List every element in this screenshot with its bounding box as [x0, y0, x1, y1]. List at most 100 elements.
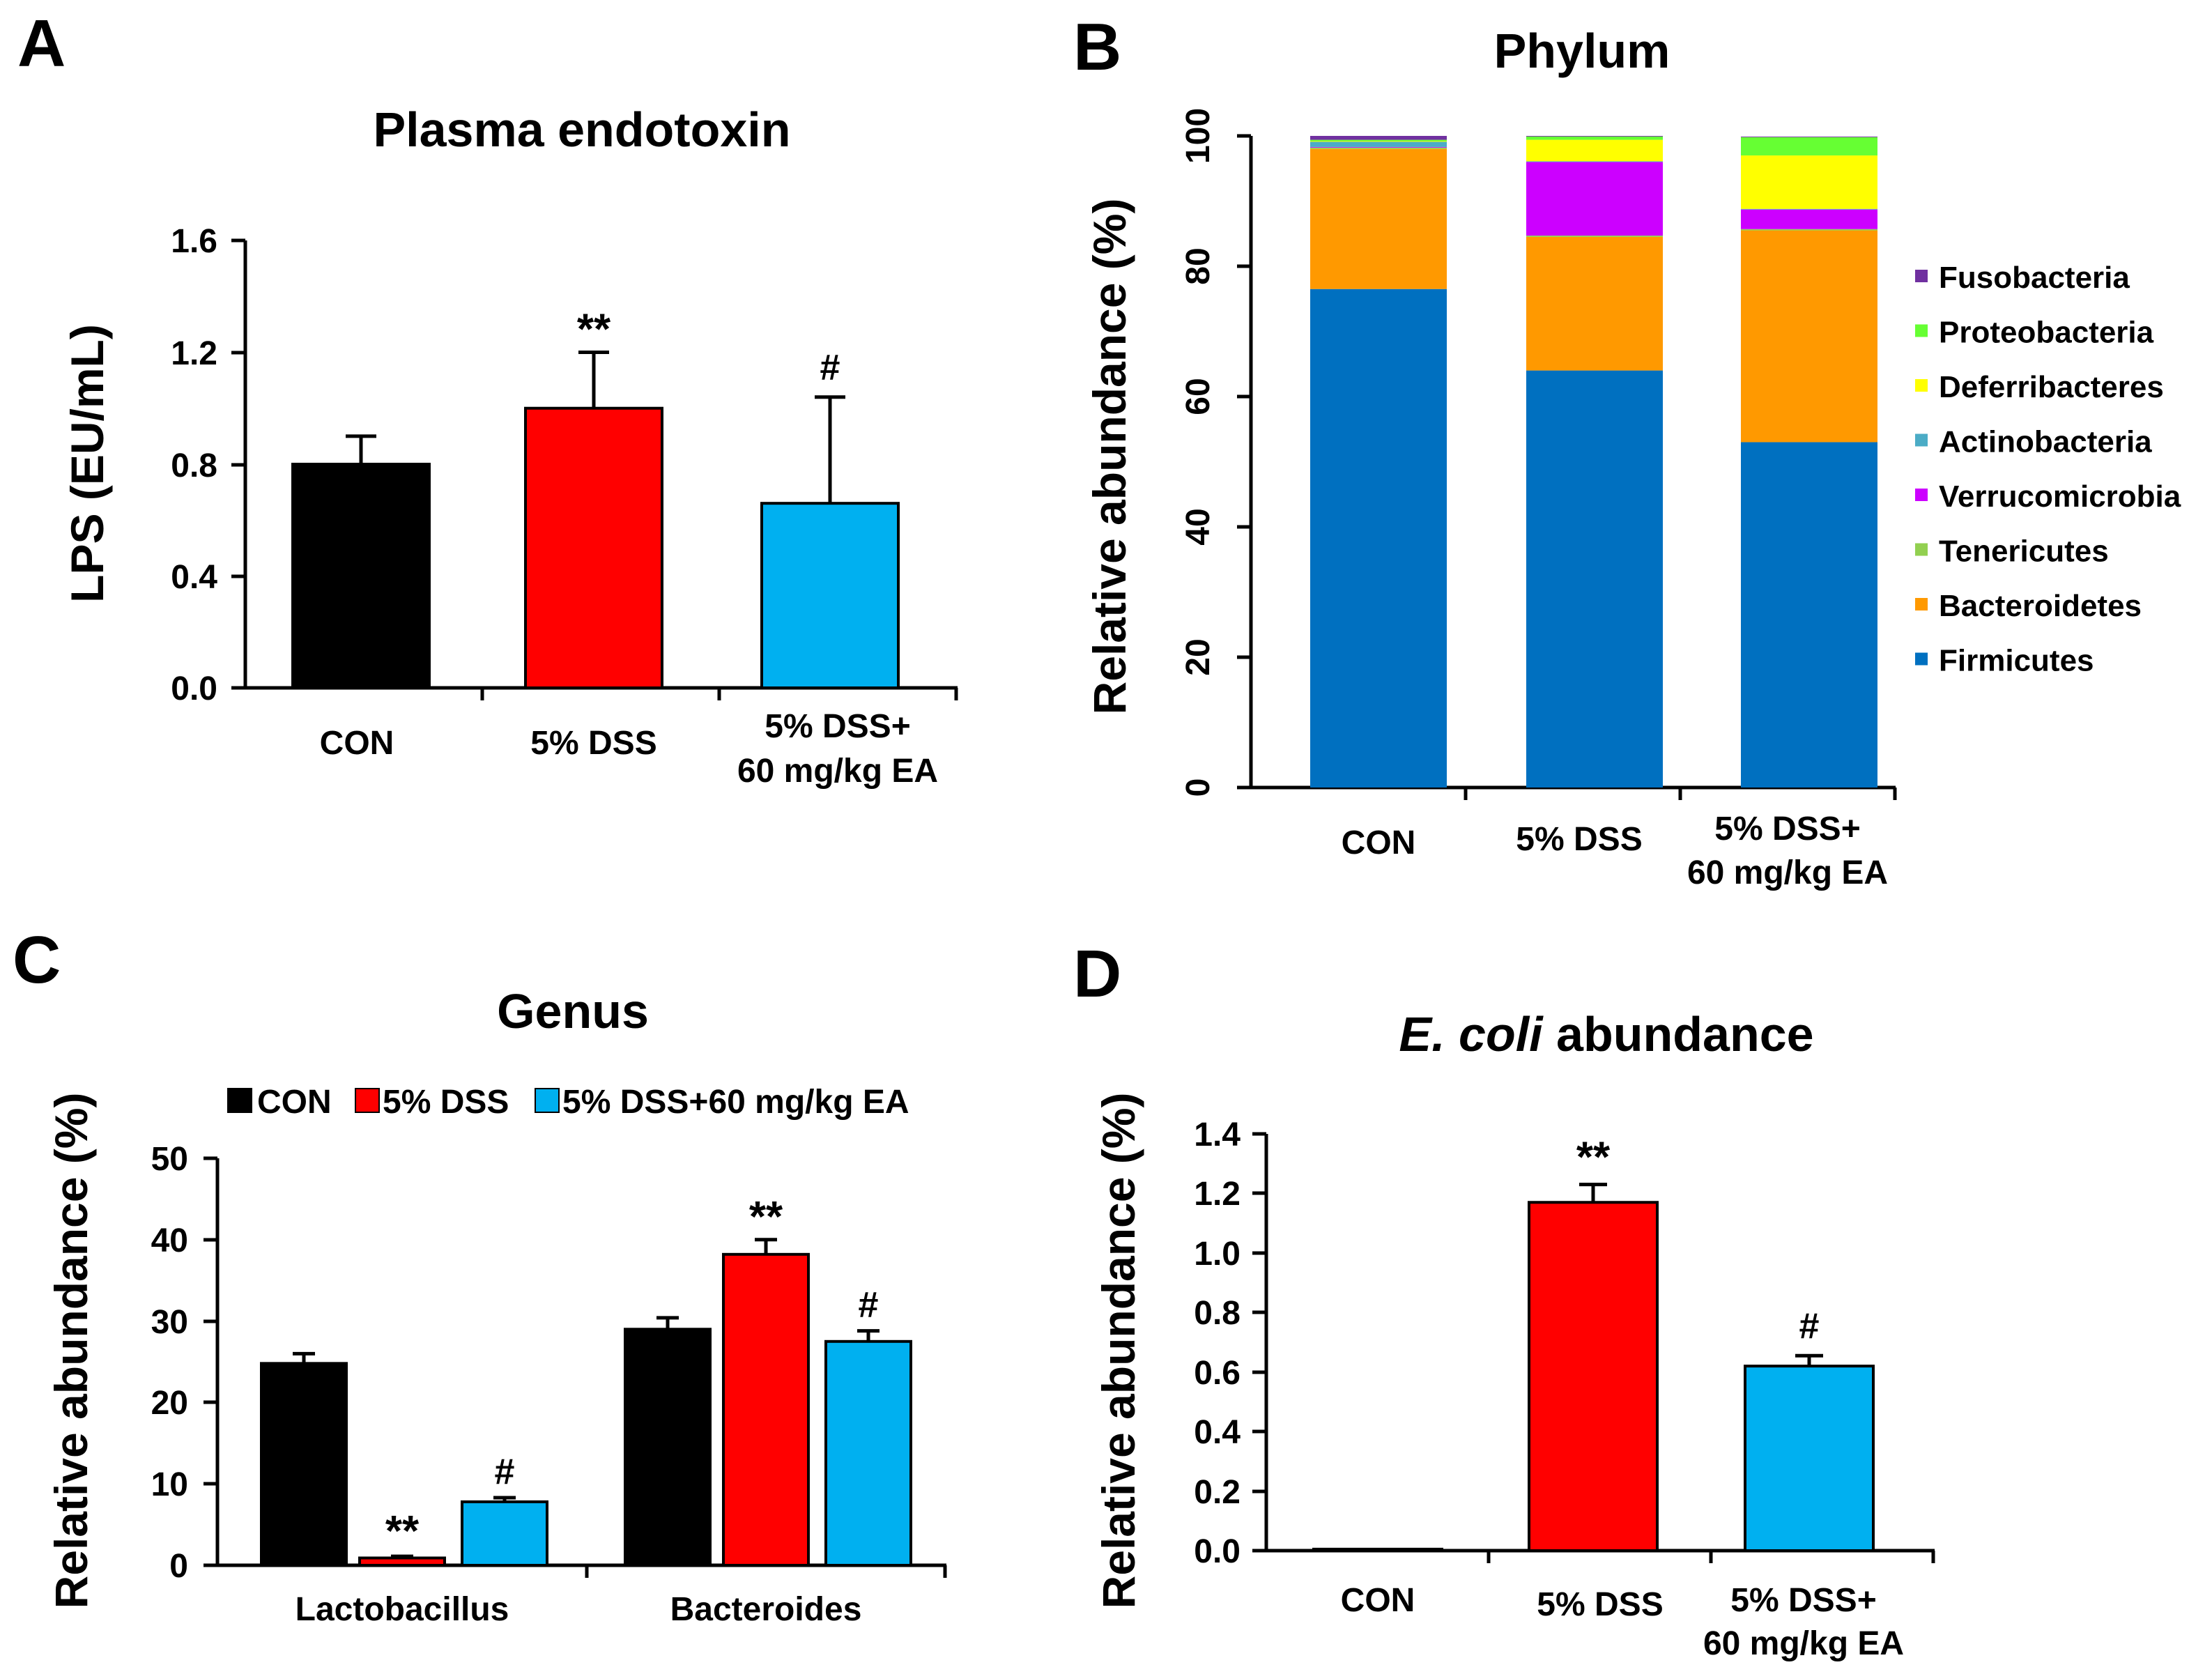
panel-b-segment-actinobacteria-2: [1526, 161, 1663, 162]
panel-c-title: Genus: [497, 984, 649, 1038]
panel-c-label: C: [13, 923, 61, 997]
panel-c-errorbar-bact-ea: [857, 1329, 880, 1342]
panel-c-errorbar-bact-con: [656, 1316, 679, 1330]
panel-b-segment-fusobacteria-2: [1526, 136, 1663, 137]
panel-b-segment-deferribacteres-2: [1526, 139, 1663, 162]
panel-b-ytick-label: 60: [1180, 378, 1217, 415]
panel-a-xtick-label: 5% DSS+: [765, 708, 910, 745]
panel-c-ylabel: Relative abundance (%): [45, 1093, 97, 1609]
panel-a-label: A: [17, 6, 66, 81]
panel-c-annotation-lacto-ea: #: [495, 1452, 515, 1492]
panel-b-label: B: [1073, 10, 1121, 84]
panel-c-bar-lacto-con: [260, 1362, 348, 1567]
panel-a-ytick-label: 1.2: [171, 335, 217, 372]
panel-d-ytick-label: 0.4: [1194, 1414, 1241, 1451]
panel-d-bar-con: [1312, 1547, 1443, 1552]
panel-c-annotation-bact-dss: **: [749, 1193, 783, 1241]
panel-b-segment-deferribacteres-3: [1741, 155, 1877, 209]
panel-b-segment-firmicutes-2: [1526, 370, 1663, 788]
panel-a-title: Plasma endotoxin: [373, 102, 790, 157]
panel-c: C Genus CON 5% DSS 5% DSS+60 mg/kg EA Re…: [13, 923, 947, 1628]
panel-c-legend: CON 5% DSS 5% DSS+60 mg/kg EA: [227, 1084, 909, 1121]
panel-b-segment-bacteroidetes-2: [1526, 236, 1663, 371]
panel-b-segment-verrucomicrobia-1: [1310, 146, 1447, 148]
panel-b-legend-swatch-deferribacteres: [1915, 379, 1928, 392]
panel-c-bar-bact-con: [624, 1328, 712, 1567]
panel-d-ytick-label: 1.0: [1194, 1236, 1241, 1273]
panel-d-title-italic: E. coli: [1399, 1007, 1544, 1061]
panel-a-errorbar-dss: [578, 351, 609, 408]
panel-b-legend-label-verrucomicrobia: Verrucomicrobia: [1939, 479, 2181, 514]
panel-b-segment-proteobacteria-2: [1526, 136, 1663, 140]
panel-a-bar-con: [291, 463, 431, 689]
panel-b-segment-actinobacteria-3: [1741, 208, 1877, 210]
panel-a-axes: 0.0 0.4 0.8 1.2 1.6: [171, 223, 958, 707]
panel-d-bars: ** #: [1312, 1134, 1875, 1552]
panel-c-bar-bact-ea: [824, 1339, 912, 1567]
panel-c-ytick-label: 30: [151, 1304, 188, 1341]
panel-a-bar-ea: [760, 502, 900, 689]
panel-b-segment-verrucomicrobia-3: [1741, 209, 1877, 229]
panel-d-ytick-label: 0.2: [1194, 1474, 1241, 1511]
panel-a-ytick-label: 0.8: [171, 447, 217, 484]
panel-b-ylabel: Relative abundance (%): [1084, 199, 1135, 715]
panel-c-legend-swatch-ea: [535, 1088, 560, 1113]
panel-c-annotation-lacto-dss: **: [385, 1507, 420, 1556]
panel-c-bar-lacto-dss: [358, 1556, 446, 1567]
panel-c-legend-label-ea: 5% DSS+60 mg/kg EA: [562, 1084, 909, 1121]
panel-b-ytick-label: 80: [1180, 247, 1217, 284]
panel-c-bars: ** # ** #: [260, 1193, 912, 1567]
panel-d-xtick-label: 60 mg/kg EA: [1703, 1625, 1904, 1662]
panel-c-axes: 0 10 20 30 40 50: [151, 1141, 947, 1585]
panel-c-legend-swatch-dss: [355, 1088, 380, 1113]
panel-b-segment-verrucomicrobia-2: [1526, 162, 1663, 236]
panel-a-annotation-dss: **: [577, 306, 611, 354]
panel-b-legend-label-fusobacteria: Fusobacteria: [1939, 261, 2130, 295]
panel-d-ytick-label: 1.2: [1194, 1176, 1241, 1213]
panel-b-legend-swatch-verrucomicrobia: [1915, 489, 1928, 501]
panel-d-ytick-label: 0.6: [1194, 1355, 1241, 1392]
panel-d-title-rest: abundance: [1543, 1007, 1814, 1061]
panel-b-xtick-label: 5% DSS+: [1714, 811, 1860, 847]
panel-a-xtick-label: 60 mg/kg EA: [737, 753, 938, 790]
panel-b-legend-label-actinobacteria: Actinobacteria: [1939, 425, 2152, 459]
panel-a-ytick-label: 1.6: [171, 223, 217, 260]
panel-c-ytick-label: 40: [151, 1222, 188, 1259]
panel-b-legend-swatch-proteobacteria: [1915, 324, 1928, 337]
panel-b-segment-bacteroidetes-1: [1310, 148, 1447, 289]
panel-b: B Phylum Relative abundance (%) 0 20 40 …: [1073, 10, 2181, 891]
panel-a-xtick-label: 5% DSS: [530, 725, 656, 762]
panel-c-bar-bact-dss: [722, 1252, 810, 1567]
panel-a-errorbar-ea: [815, 395, 845, 504]
panel-c-legend-swatch-con: [227, 1088, 252, 1113]
panel-b-xtick-label: 5% DSS: [1516, 821, 1642, 858]
panel-b-legend-swatch-fusobacteria: [1915, 270, 1928, 282]
panel-d-axes: 0.0 0.2 0.4 0.6 0.8 1.0 1.2 1.4: [1194, 1116, 1935, 1570]
panel-b-ytick-label: 0: [1180, 778, 1217, 797]
panel-b-legend-label-proteobacteria: Proteobacteria: [1939, 316, 2154, 350]
panel-b-legend-label-tenericutes: Tenericutes: [1939, 535, 2109, 569]
panel-b-segment-tenericutes-1: [1310, 147, 1447, 149]
panel-c-errorbar-lacto-con: [293, 1351, 315, 1364]
panel-d-errorbar-ea: [1795, 1353, 1823, 1367]
panel-c-errorbar-bact-dss: [755, 1238, 777, 1254]
panel-b-legend-label-bacteroidetes: Bacteroidetes: [1939, 589, 2142, 623]
panel-b-segment-bacteroidetes-3: [1741, 230, 1877, 443]
panel-a-annotation-ea: #: [820, 348, 840, 388]
panel-c-errorbar-lacto-ea: [493, 1496, 516, 1502]
panel-b-segment-firmicutes-3: [1741, 442, 1877, 788]
panel-d-label: D: [1073, 937, 1121, 1011]
panel-b-segment-tenericutes-3: [1741, 229, 1877, 231]
panel-b-legend-swatch-bacteroidetes: [1915, 598, 1928, 611]
panel-d-errorbar-dss: [1579, 1183, 1607, 1203]
panel-d-ytick-label: 1.4: [1194, 1116, 1241, 1153]
panel-a-errorbar-con: [346, 434, 376, 464]
panel-c-ytick-label: 50: [151, 1141, 188, 1178]
panel-b-xtick-label: CON: [1342, 824, 1416, 861]
panel-c-legend-label-dss: 5% DSS: [383, 1084, 509, 1121]
panel-c-ytick-label: 10: [151, 1466, 188, 1503]
panel-c-xtick-label: Bacteroides: [670, 1591, 862, 1628]
panel-b-ytick-label: 20: [1180, 638, 1217, 675]
panel-d-xtick-label: 5% DSS+: [1730, 1582, 1876, 1619]
